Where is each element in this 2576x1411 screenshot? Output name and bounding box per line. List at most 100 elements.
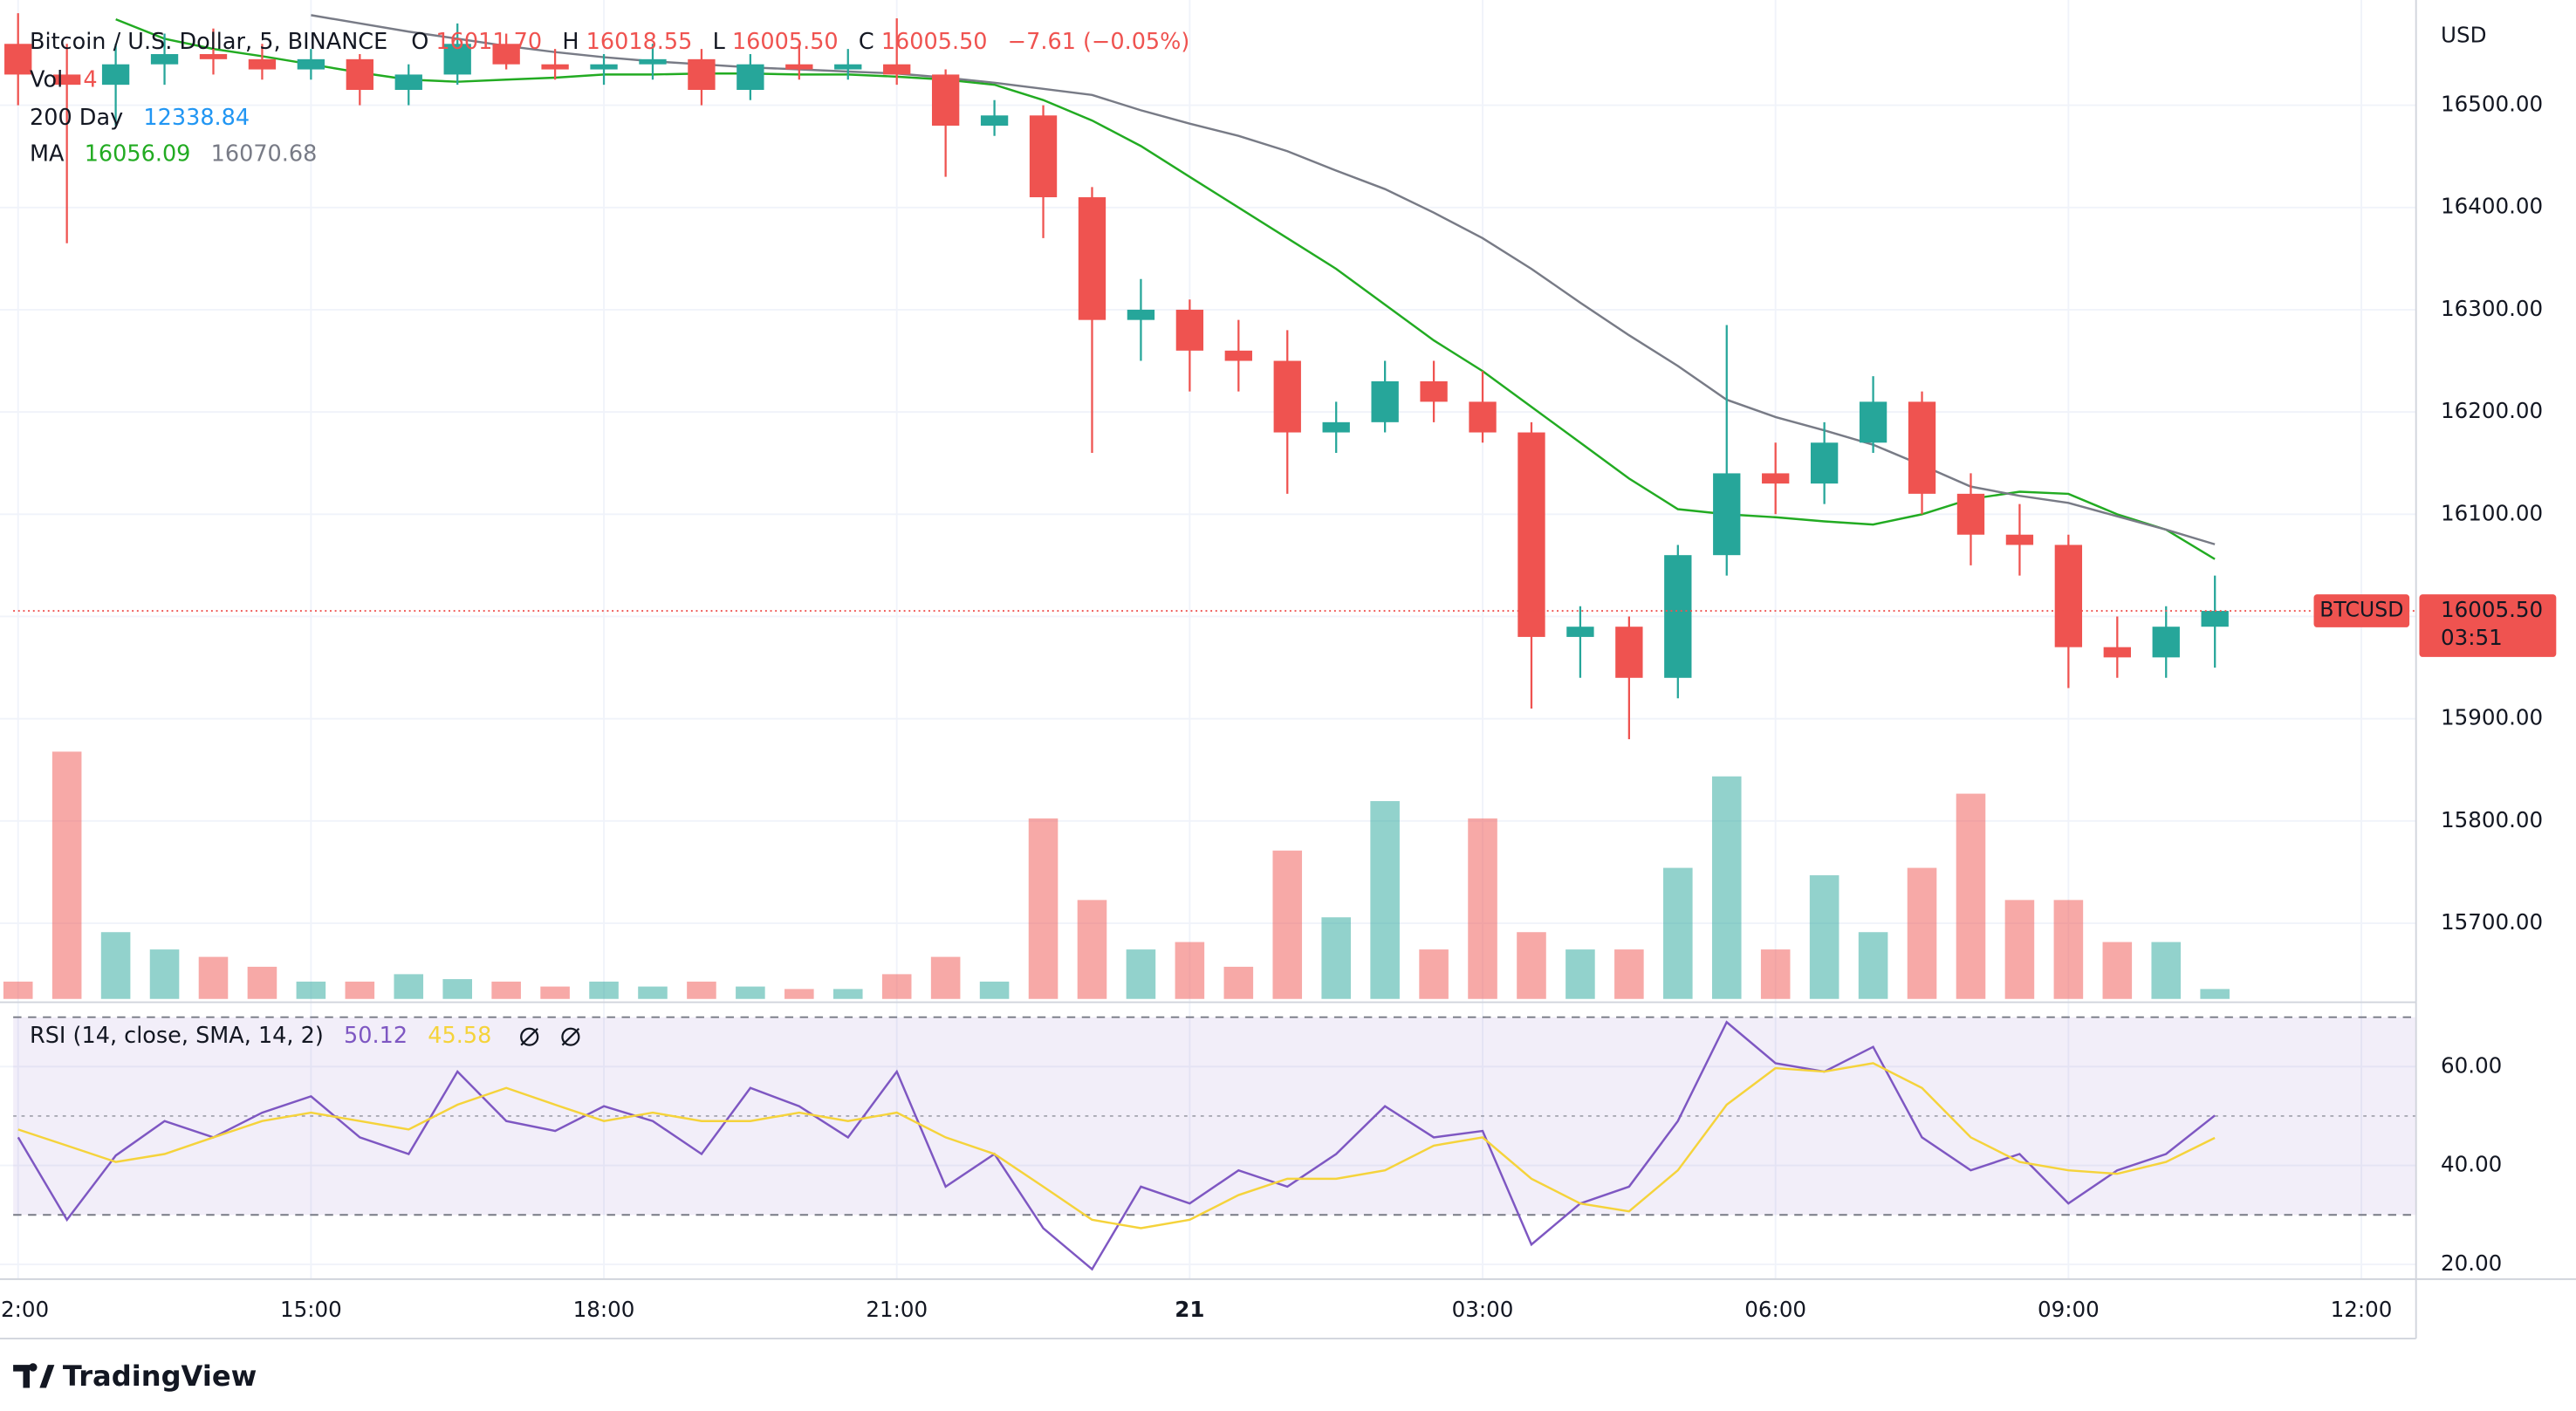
- candle-body: [931, 74, 960, 127]
- volume-bar: [491, 981, 521, 999]
- volume-bar: [1175, 942, 1205, 999]
- candle-body: [1908, 401, 1936, 494]
- legend-value: 16005.50: [732, 29, 839, 55]
- logo-mark: [13, 1363, 55, 1388]
- rsi-sma-line: [17, 1062, 2216, 1229]
- candle-body: [883, 64, 911, 75]
- volume-bar: [540, 986, 570, 999]
- candle-body: [2005, 534, 2034, 545]
- y-tick-label: 40.00: [2441, 1152, 2502, 1177]
- candle-body: [1029, 115, 1058, 198]
- y-tick-label: 20.00: [2441, 1250, 2502, 1276]
- candle-body: [834, 64, 862, 70]
- volume-bar: [1809, 875, 1840, 999]
- volume-bar: [1077, 900, 1107, 999]
- day200-name: 200 Day: [30, 105, 123, 131]
- visibility-icons[interactable]: [520, 1027, 580, 1046]
- icon[interactable]: [520, 1027, 539, 1046]
- x-tick-label: 12:00: [0, 1297, 49, 1322]
- volume-bar: [638, 986, 668, 999]
- rsi-line: [17, 1020, 2216, 1271]
- candle-body: [1810, 442, 1839, 484]
- x-tick-label: 21:00: [866, 1297, 928, 1322]
- volume-bar: [3, 981, 33, 999]
- y-tick-label: 16100.00: [2441, 500, 2543, 525]
- volume-bar: [2053, 900, 2084, 999]
- volume-bar: [881, 974, 912, 999]
- symbol-tag: [2313, 594, 2410, 627]
- volume-bar: [100, 932, 131, 999]
- legend-change: −7.61 (−0.05%): [1008, 29, 1190, 55]
- candle-body: [2103, 647, 2131, 658]
- candle-body: [1762, 473, 1790, 484]
- volume-bar: [589, 981, 619, 999]
- icon[interactable]: [561, 1027, 580, 1046]
- volume-bar: [1028, 818, 1058, 999]
- brand-logo: TradingView: [13, 1360, 257, 1393]
- volume-bar: [442, 979, 472, 999]
- candle-body: [1566, 627, 1594, 637]
- candle-body: [1469, 401, 1497, 433]
- volume-layer: [3, 751, 2230, 999]
- volume-bar: [1907, 867, 1937, 999]
- candle-body: [2054, 545, 2083, 647]
- candle-body: [492, 44, 520, 65]
- ma-line: [115, 17, 2216, 560]
- candle-body: [346, 58, 373, 90]
- candle-body: [541, 64, 569, 70]
- volume-bar: [930, 956, 961, 999]
- ma-value: 16056.09: [85, 141, 191, 168]
- y-tick-label: 15800.00: [2441, 807, 2543, 832]
- candle-body: [1127, 309, 1155, 320]
- candle-body: [639, 58, 667, 65]
- candle-body: [4, 44, 32, 75]
- volume-bar: [296, 981, 326, 999]
- candle-body: [590, 64, 618, 70]
- icon[interactable]: [520, 1027, 538, 1046]
- candle-body: [1371, 380, 1399, 422]
- volume-bar: [394, 974, 424, 999]
- rsi-name: RSI (14, close, SMA, 14, 2): [30, 1023, 324, 1049]
- price-tag: [2419, 594, 2557, 657]
- volume-bar: [1272, 850, 1303, 999]
- candle-body: [150, 53, 179, 65]
- candle-body: [1175, 309, 1204, 351]
- volume-bar: [1517, 932, 1546, 999]
- candle-body: [248, 58, 277, 70]
- candle-body: [1322, 421, 1350, 433]
- x-tick-label: 09:00: [2038, 1297, 2100, 1322]
- icon[interactable]: [561, 1027, 580, 1046]
- volume-bar: [1468, 818, 1497, 999]
- volume-bar: [2200, 989, 2230, 999]
- x-tick-label: 15:00: [280, 1297, 342, 1322]
- price-unit: USD: [2441, 23, 2486, 48]
- rsi-sma-value: 45.58: [428, 1023, 491, 1049]
- price-tags: BTCUSD 16005.50 03:51: [13, 594, 2557, 657]
- volume-bar: [149, 949, 180, 999]
- x-tick-label: 06:00: [1744, 1297, 1806, 1322]
- volume-bar: [979, 981, 1010, 999]
- candle-body: [52, 74, 81, 86]
- legend-key: H: [562, 29, 579, 55]
- volume-bar: [1370, 801, 1400, 999]
- volume-bar: [1956, 793, 1986, 999]
- candle-body: [394, 74, 422, 90]
- volume-value: 4: [83, 67, 97, 93]
- volume-bar: [2151, 942, 2182, 999]
- y-tick-label: 60.00: [2441, 1052, 2502, 1078]
- candle-body: [1956, 493, 1985, 535]
- x-tick-label: 18:00: [573, 1297, 635, 1322]
- volume-bar: [784, 989, 814, 999]
- candle-body: [1664, 555, 1692, 678]
- line-layer: [17, 14, 2216, 1271]
- candle-body: [688, 58, 716, 90]
- x-tick-label: 03:00: [1452, 1297, 1514, 1322]
- volume-bar: [2004, 900, 2035, 999]
- candle-body: [980, 115, 1009, 127]
- ohlc-legend: Bitcoin / U.S. Dollar, 5, BINANCE O 1601…: [30, 29, 1189, 55]
- volume-legend: Vol 4: [30, 67, 98, 93]
- volume-bar: [198, 956, 229, 999]
- y-tick-label: 15900.00: [2441, 705, 2543, 730]
